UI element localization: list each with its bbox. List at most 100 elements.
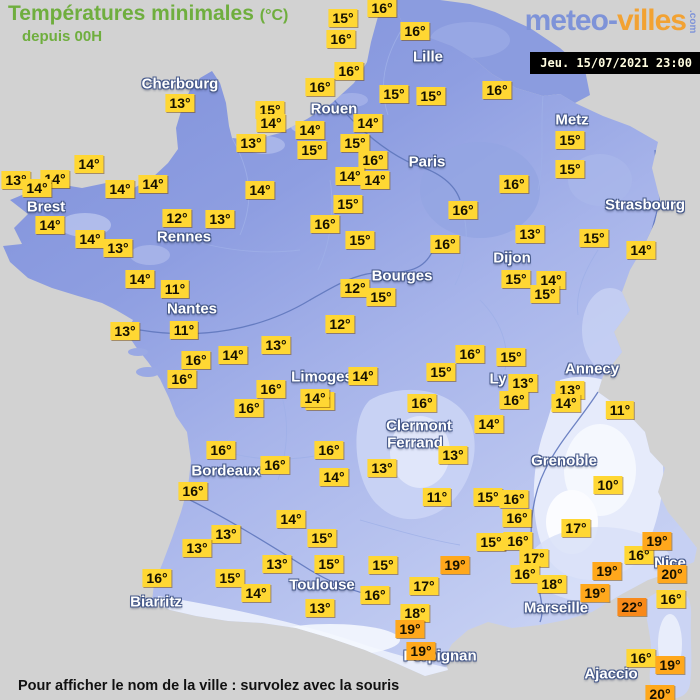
temp-badge[interactable]: 16° — [305, 78, 335, 96]
temp-badge[interactable]: 15° — [307, 529, 337, 547]
temp-badge[interactable]: 16° — [360, 586, 390, 604]
temp-badge[interactable]: 13° — [205, 210, 235, 228]
temp-badge[interactable]: 15° — [366, 288, 396, 306]
temp-badge[interactable]: 19° — [440, 556, 470, 574]
temp-badge[interactable]: 16° — [407, 394, 437, 412]
temp-badge[interactable]: 13° — [165, 94, 195, 112]
temp-badge[interactable]: 15° — [496, 348, 526, 366]
temp-badge[interactable]: 16° — [455, 345, 485, 363]
temp-badge[interactable]: 16° — [181, 351, 211, 369]
temp-badge[interactable]: 15° — [345, 231, 375, 249]
temp-badge[interactable]: 13° — [508, 374, 538, 392]
temp-badge[interactable]: 16° — [656, 590, 686, 608]
temp-badge[interactable]: 19° — [580, 584, 610, 602]
temp-badge[interactable]: 16° — [430, 235, 460, 253]
temp-badge[interactable]: 15° — [314, 555, 344, 573]
temp-badge[interactable]: 16° — [167, 370, 197, 388]
temp-badge[interactable]: 16° — [499, 175, 529, 193]
temp-badge[interactable]: 16° — [314, 441, 344, 459]
temp-badge[interactable]: 13° — [110, 322, 140, 340]
temp-badge[interactable]: 16° — [503, 532, 533, 550]
temp-badge[interactable]: 14° — [75, 230, 105, 248]
temp-badge[interactable]: 16° — [367, 0, 397, 17]
temp-badge[interactable]: 16° — [482, 81, 512, 99]
temp-badge[interactable]: 14° — [74, 155, 104, 173]
temp-badge[interactable]: 22° — [617, 598, 647, 616]
temp-badge[interactable]: 15° — [579, 229, 609, 247]
temp-badge[interactable]: 14° — [295, 121, 325, 139]
temp-badge[interactable]: 17° — [409, 577, 439, 595]
temp-badge[interactable]: 14° — [138, 175, 168, 193]
temp-badge[interactable]: 16° — [502, 509, 532, 527]
temp-badge[interactable]: 17° — [519, 549, 549, 567]
temp-badge[interactable]: 16° — [234, 399, 264, 417]
temp-badge[interactable]: 15° — [368, 556, 398, 574]
temp-badge[interactable]: 10° — [593, 476, 623, 494]
temp-badge[interactable]: 14° — [35, 216, 65, 234]
temp-badge[interactable]: 19° — [592, 562, 622, 580]
temp-badge[interactable]: 16° — [448, 201, 478, 219]
temp-badge[interactable]: 16° — [142, 569, 172, 587]
temp-badge[interactable]: 15° — [473, 488, 503, 506]
temp-badge[interactable]: 16° — [499, 391, 529, 409]
temp-badge[interactable]: 19° — [655, 656, 685, 674]
temp-badge[interactable]: 20° — [657, 565, 687, 583]
temp-badge[interactable]: 12° — [340, 279, 370, 297]
temp-badge[interactable]: 14° — [474, 415, 504, 433]
temp-badge[interactable]: 14° — [319, 468, 349, 486]
temp-badge[interactable]: 13° — [236, 134, 266, 152]
temp-badge[interactable]: 16° — [624, 546, 654, 564]
temp-badge[interactable]: 16° — [256, 380, 286, 398]
temp-badge[interactable]: 13° — [103, 239, 133, 257]
temp-badge[interactable]: 14° — [241, 584, 271, 602]
temp-badge[interactable]: 18° — [537, 575, 567, 593]
temp-badge[interactable]: 14° — [276, 510, 306, 528]
temp-badge[interactable]: 20° — [645, 685, 675, 700]
temp-badge[interactable]: 15° — [340, 134, 370, 152]
temp-badge[interactable]: 14° — [300, 389, 330, 407]
temp-badge[interactable]: 15° — [501, 270, 531, 288]
temp-badge[interactable]: 15° — [328, 9, 358, 27]
temp-badge[interactable]: 16° — [499, 490, 529, 508]
temp-badge[interactable]: 14° — [551, 394, 581, 412]
temp-badge[interactable]: 13° — [305, 599, 335, 617]
temp-badge[interactable]: 15° — [333, 195, 363, 213]
temp-badge[interactable]: 16° — [326, 30, 356, 48]
temp-badge[interactable]: 16° — [626, 649, 656, 667]
temp-badge[interactable]: 16° — [358, 151, 388, 169]
temp-badge[interactable]: 19° — [642, 532, 672, 550]
temp-badge[interactable]: 14° — [125, 270, 155, 288]
temp-badge[interactable]: 15° — [555, 131, 585, 149]
temp-badge[interactable]: 14° — [256, 114, 286, 132]
temp-badge[interactable]: 13° — [262, 555, 292, 573]
temp-badge[interactable]: 13° — [438, 446, 468, 464]
temp-badge[interactable]: 14° — [626, 241, 656, 259]
temp-badge[interactable]: 14° — [22, 179, 52, 197]
temp-badge[interactable]: 13° — [367, 459, 397, 477]
temp-badge[interactable]: 15° — [215, 569, 245, 587]
temp-badge[interactable]: 13° — [211, 525, 241, 543]
temp-badge[interactable]: 11° — [169, 321, 199, 339]
temp-badge[interactable]: 15° — [426, 363, 456, 381]
temp-badge[interactable]: 14° — [105, 180, 135, 198]
temp-badge[interactable]: 15° — [476, 533, 506, 551]
temp-badge[interactable]: 11° — [422, 488, 452, 506]
temp-badge[interactable]: 18° — [400, 604, 430, 622]
temp-badge[interactable]: 15° — [379, 85, 409, 103]
temp-badge[interactable]: 14° — [245, 181, 275, 199]
temp-badge[interactable]: 14° — [335, 167, 365, 185]
temp-badge[interactable]: 16° — [206, 441, 236, 459]
temp-badge[interactable]: 14° — [218, 346, 248, 364]
temp-badge[interactable]: 16° — [260, 456, 290, 474]
temp-badge[interactable]: 12° — [325, 315, 355, 333]
temp-badge[interactable]: 12° — [162, 209, 192, 227]
temp-badge[interactable]: 16° — [510, 565, 540, 583]
temp-badge[interactable]: 16° — [334, 62, 364, 80]
temp-badge[interactable]: 17° — [561, 519, 591, 537]
temp-badge[interactable]: 14° — [536, 271, 566, 289]
temp-badge[interactable]: 11° — [605, 401, 635, 419]
temp-badge[interactable]: 19° — [395, 620, 425, 638]
meteo-villes-logo[interactable]: meteo-villes .com — [525, 4, 698, 38]
temp-badge[interactable]: 16° — [178, 482, 208, 500]
